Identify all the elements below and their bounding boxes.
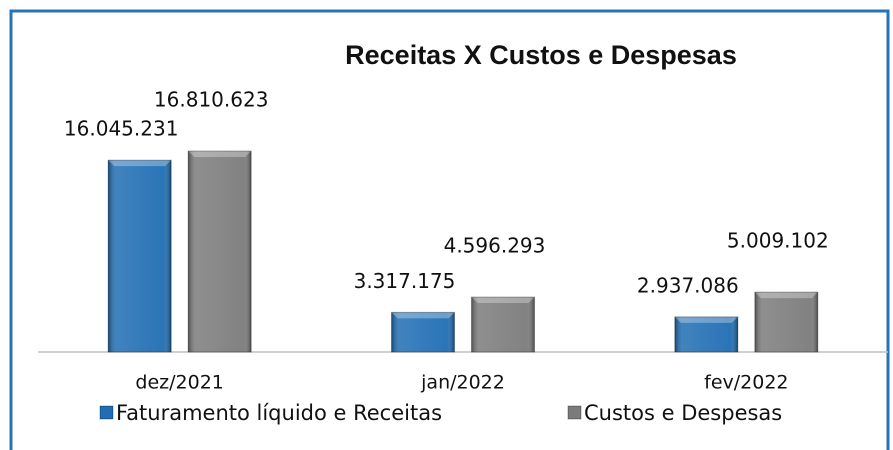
legend-swatch xyxy=(567,405,582,420)
bar-bevel-top xyxy=(108,160,172,167)
data-label: 4.596.293 xyxy=(444,234,546,258)
bar-bevel-top xyxy=(674,316,738,323)
chart-title: Receitas X Custos e Despesas xyxy=(345,40,737,70)
bar-edge xyxy=(391,311,455,353)
data-label: 16.810.623 xyxy=(154,88,269,112)
x-tick-label: jan/2022 xyxy=(420,372,505,394)
x-tick-label: fev/2022 xyxy=(704,372,788,394)
bar-edge xyxy=(187,150,252,353)
data-label: 5.009.102 xyxy=(727,229,829,253)
legend-swatch xyxy=(99,405,114,420)
bar-bevel-top xyxy=(188,151,252,157)
legend-label: Faturamento líquido e Receitas xyxy=(116,401,442,425)
bar xyxy=(754,292,818,352)
bar-bevel-top xyxy=(471,297,535,304)
bar-edge xyxy=(674,316,739,353)
x-tick-label: dez/2021 xyxy=(135,372,223,394)
frame xyxy=(9,9,890,450)
bar xyxy=(188,151,252,352)
data-label: 16.045.231 xyxy=(64,117,179,141)
bar-bevel-top xyxy=(391,312,455,319)
bar xyxy=(108,160,172,352)
bar-edge xyxy=(754,291,819,353)
data-label: 2.937.086 xyxy=(637,273,739,297)
bar-edge xyxy=(107,159,172,353)
bar xyxy=(471,297,535,352)
bar-bevel-top xyxy=(754,292,818,299)
legend-label: Custos e Despesas xyxy=(584,401,782,425)
bar-edge xyxy=(471,296,535,353)
data-label: 3.317.175 xyxy=(354,269,456,293)
